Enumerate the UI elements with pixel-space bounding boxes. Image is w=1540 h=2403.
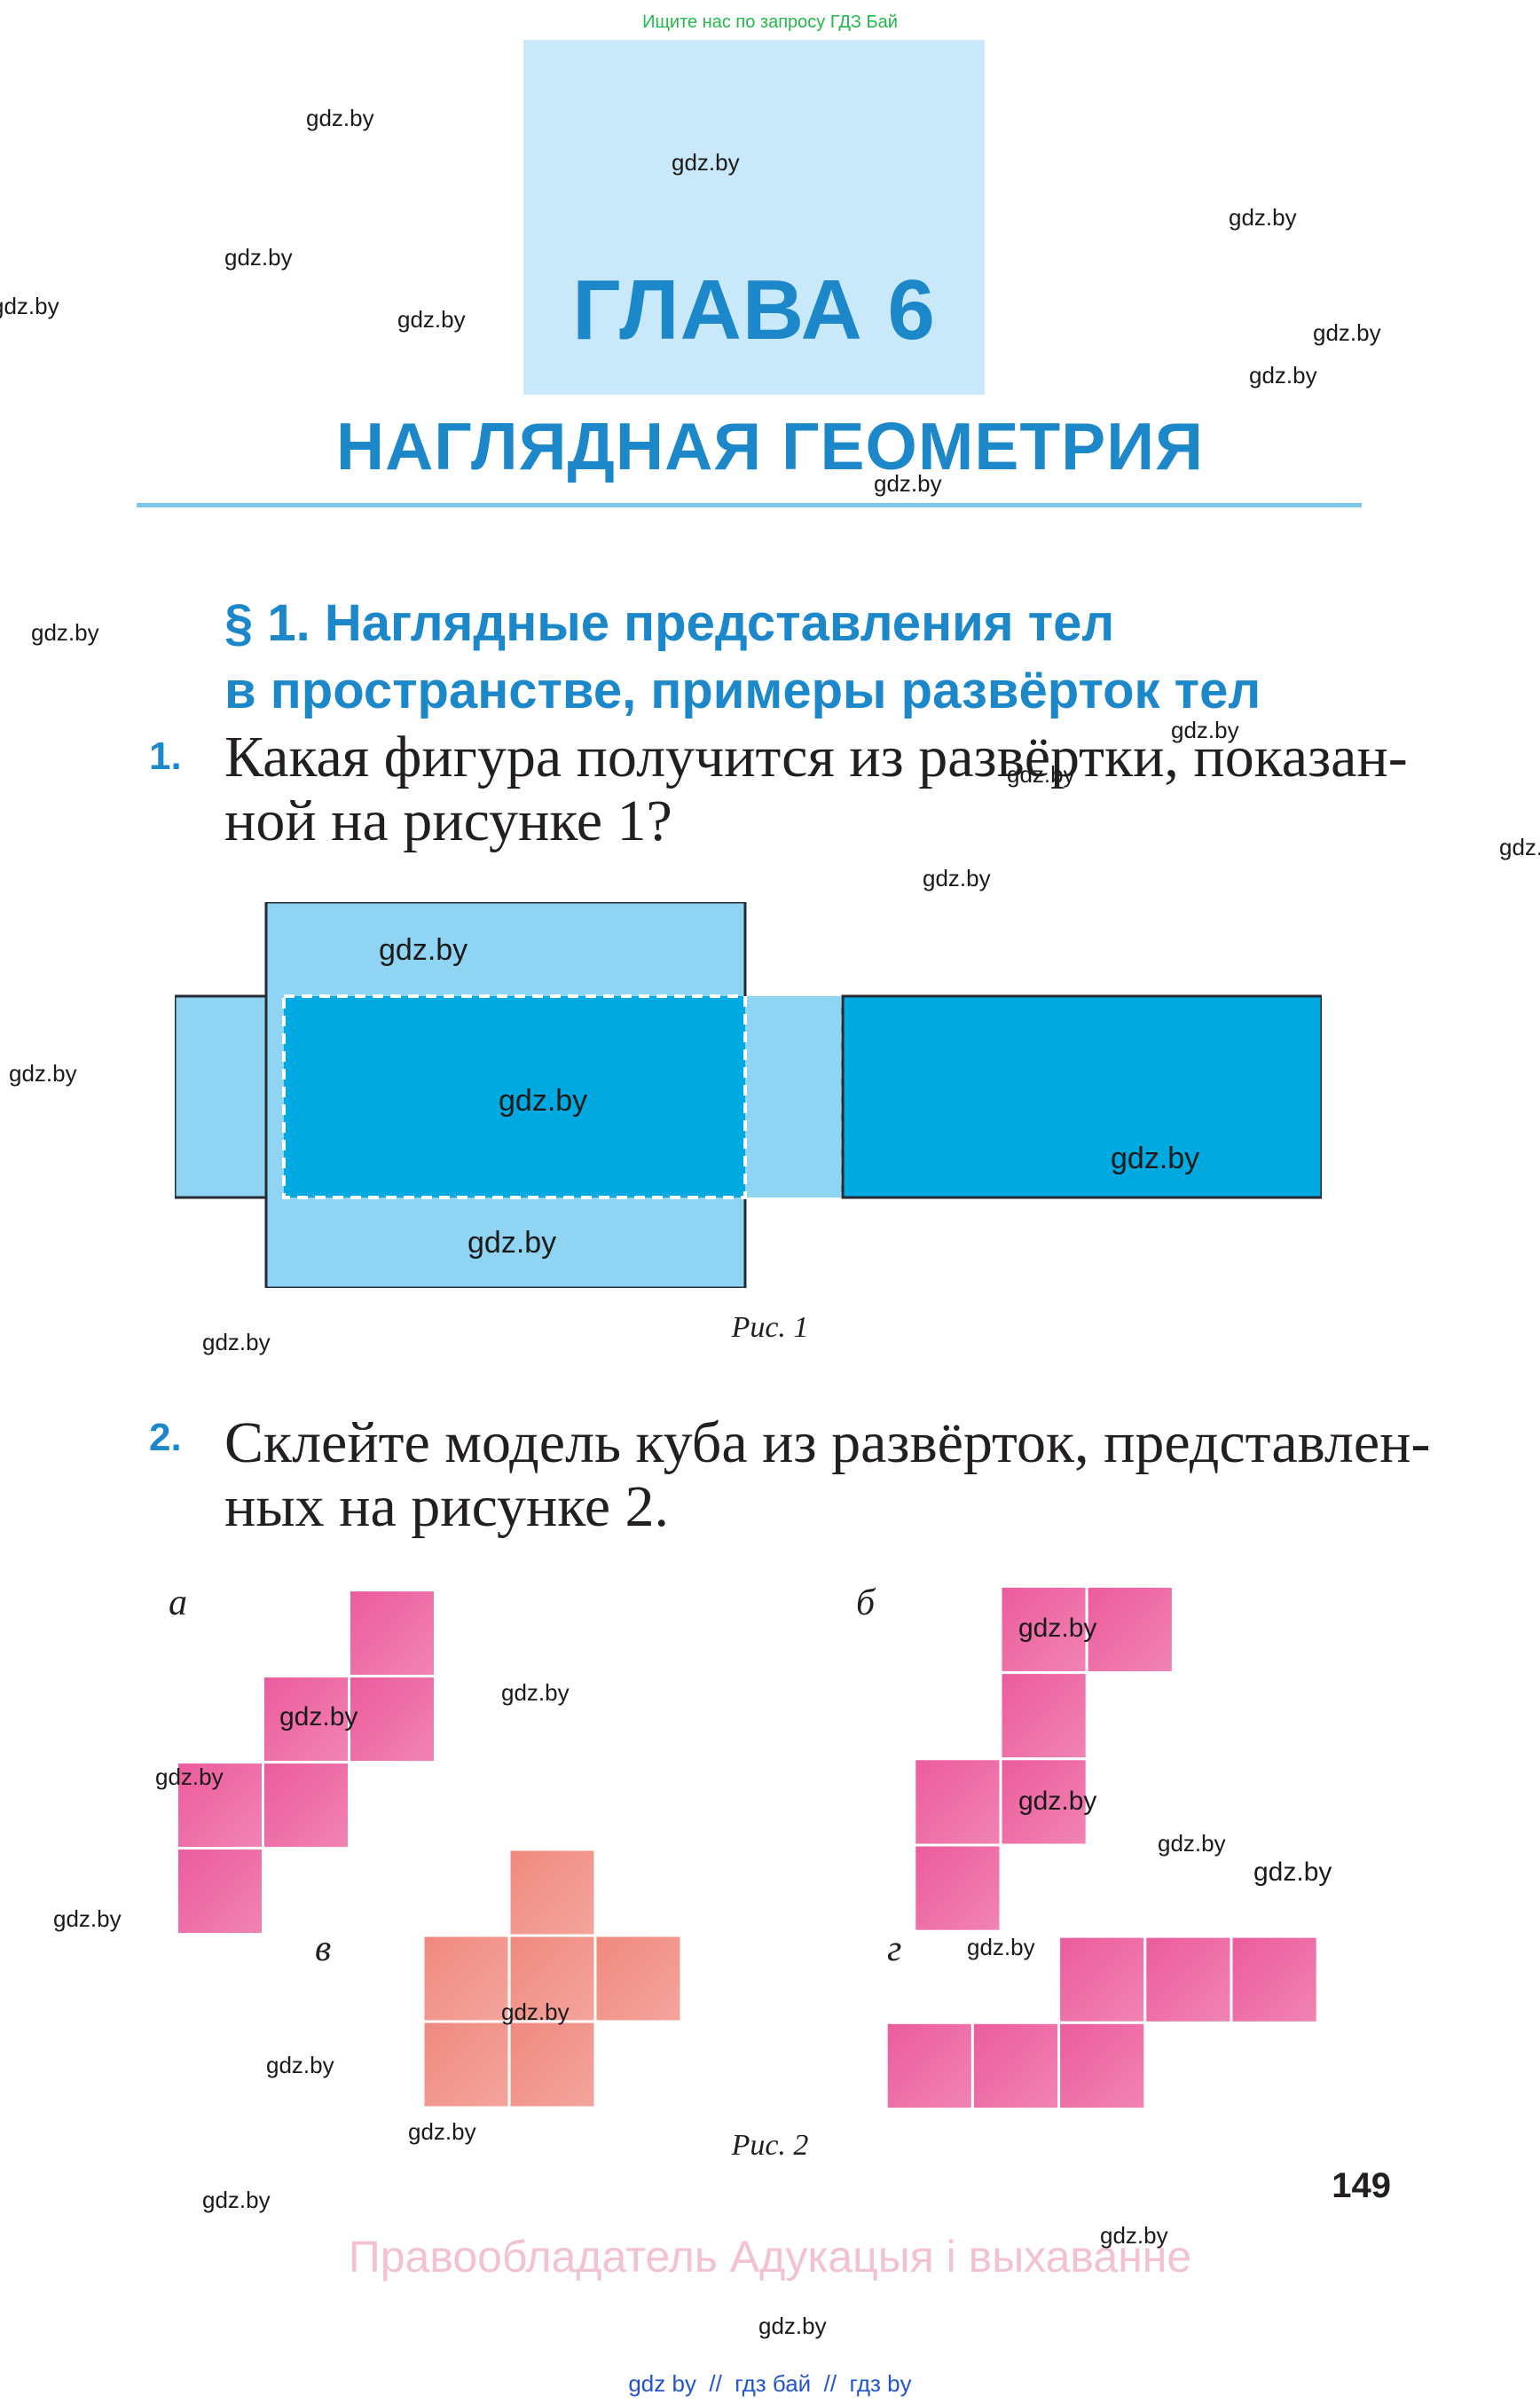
svg-text:а: а [169, 1582, 187, 1623]
svg-text:gdz.by: gdz.by [1018, 1787, 1096, 1816]
svg-text:gdz.by: gdz.by [1018, 1614, 1096, 1643]
svg-text:gdz.by: gdz.by [1253, 1857, 1332, 1887]
svg-text:б: б [856, 1582, 876, 1623]
svg-text:gdz.by: gdz.by [279, 1702, 358, 1732]
svg-text:в: в [315, 1928, 331, 1969]
svg-text:г: г [887, 1928, 901, 1969]
